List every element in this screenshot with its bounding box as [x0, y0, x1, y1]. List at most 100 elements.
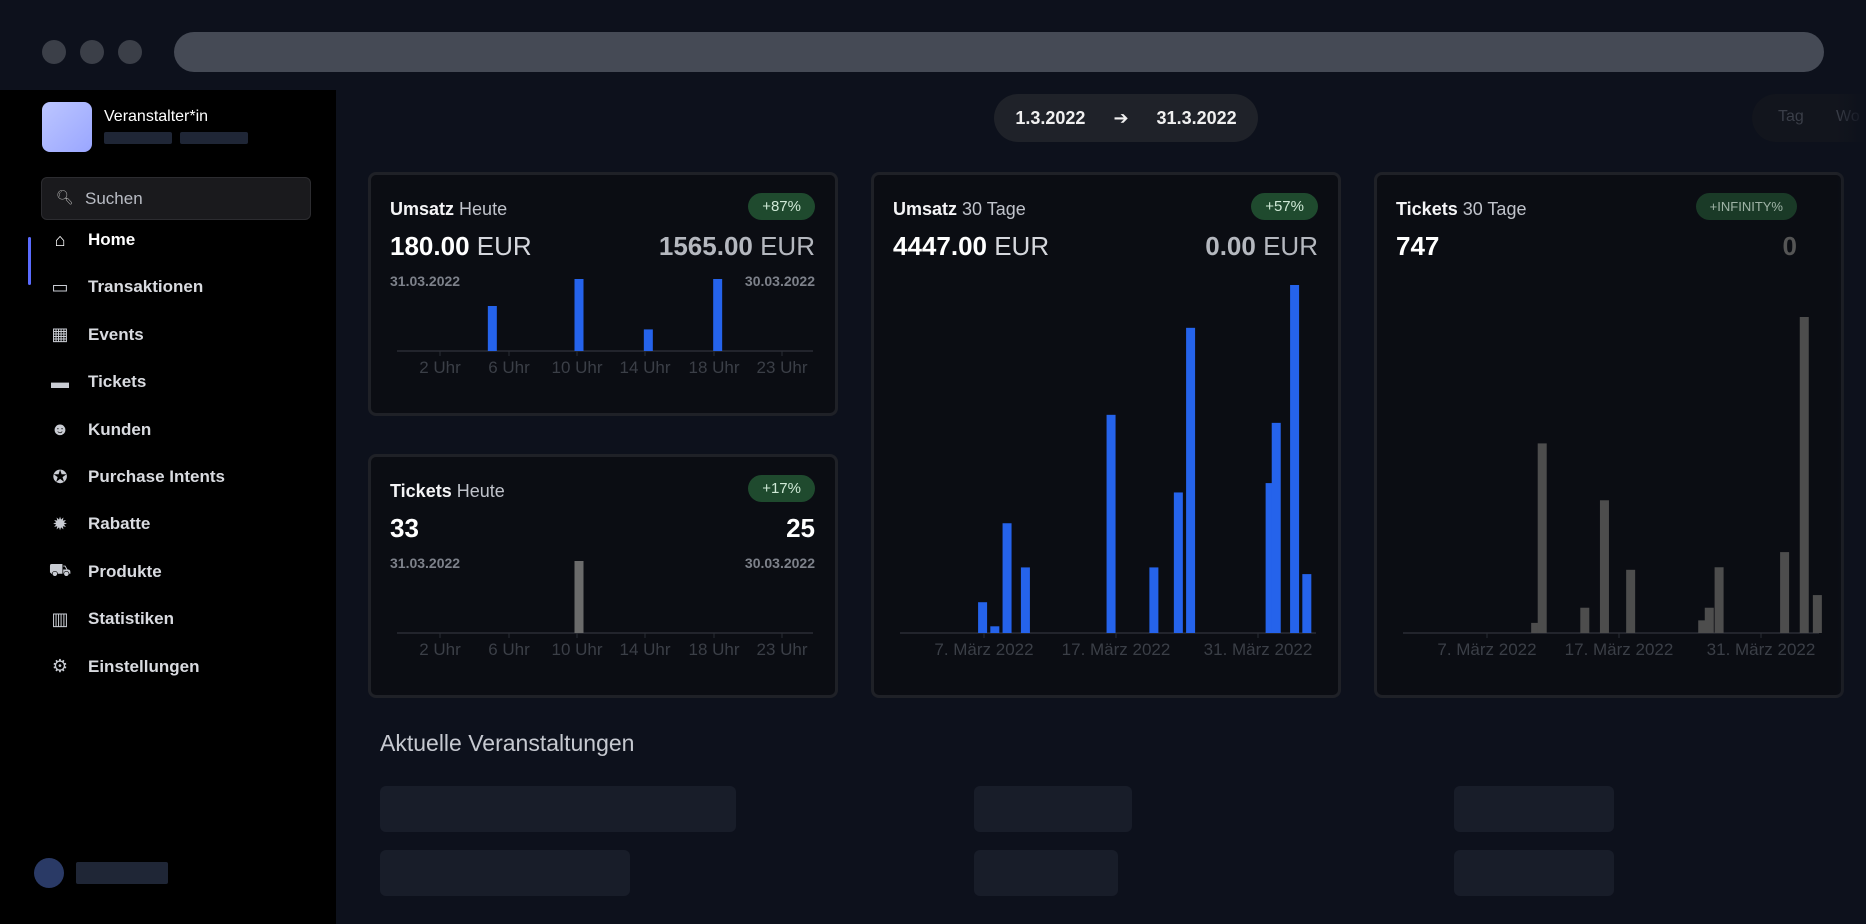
- sidebar-item-transaktionen[interactable]: ▭ Transaktionen: [28, 265, 318, 309]
- x-tick-label: 18 Uhr: [688, 358, 739, 377]
- card-tickets-heute[interactable]: Tickets Heute +17% 33 25 31.03.2022 30.0…: [368, 454, 838, 698]
- change-badge: +87%: [748, 193, 815, 220]
- close-window-button[interactable]: [42, 40, 66, 64]
- sidebar-item-label: Statistiken: [88, 609, 174, 629]
- event-skeleton: [974, 850, 1118, 896]
- event-skeleton: [1454, 850, 1614, 896]
- current-value: 4447.00 EUR: [893, 231, 1050, 261]
- tickets-heute-chart: 2 Uhr 6 Uhr 10 Uhr 14 Uhr 18 Uhr 23 Uhr: [397, 561, 813, 659]
- sidebar-item-label: Einstellungen: [88, 656, 200, 676]
- chart-bar[interactable]: [978, 602, 988, 633]
- ticket-icon: ▬: [51, 371, 69, 392]
- chart-bar[interactable]: [1106, 414, 1116, 633]
- sidebar-item-kunden[interactable]: ☻ Kunden: [28, 408, 318, 452]
- chart-bar[interactable]: [1302, 574, 1312, 633]
- title-bar: [0, 0, 1866, 90]
- previous-value: 1565.00 EUR: [658, 231, 815, 261]
- current-date: 31.03.2022: [390, 555, 461, 571]
- chart-bar[interactable]: [1812, 595, 1822, 633]
- previous-date: 30.03.2022: [744, 555, 815, 571]
- x-tick-label: 23 Uhr: [756, 640, 807, 659]
- x-tick-label: 2 Uhr: [419, 358, 461, 377]
- sidebar-item-events[interactable]: ▦ Events: [28, 313, 318, 357]
- chart-bar[interactable]: [1714, 567, 1724, 633]
- discount-icon: ✹: [52, 513, 68, 534]
- cart-icon: ⛟: [48, 559, 72, 580]
- sidebar-item-tickets[interactable]: ▬ Tickets: [28, 360, 318, 404]
- x-tick-label: 10 Uhr: [551, 640, 602, 659]
- chart-bar[interactable]: [1626, 569, 1636, 633]
- minimize-window-button[interactable]: [80, 40, 104, 64]
- x-tick-label: 18 Uhr: [688, 640, 739, 659]
- sidebar-item-produkte[interactable]: ⛟ Produkte: [28, 550, 318, 594]
- chart-bar[interactable]: [1704, 607, 1714, 633]
- sidebar-item-label: Produkte: [88, 561, 162, 581]
- sidebar-item-home[interactable]: ⌂ Home: [28, 218, 318, 262]
- sidebar-item-purchase-intents[interactable]: ✪ Purchase Intents: [28, 455, 318, 499]
- user-name-placeholder[interactable]: [76, 862, 168, 884]
- chart-bar[interactable]: [1186, 327, 1196, 633]
- period-switch[interactable]: Tag Wo: [1752, 94, 1866, 142]
- chart-bar[interactable]: [1698, 620, 1708, 633]
- chart-bar[interactable]: [574, 561, 584, 633]
- card-umsatz-heute[interactable]: Umsatz Heute +87% 180.00 EUR 1565.00 EUR…: [368, 172, 838, 416]
- x-tick-label: 31. März 2022: [1707, 640, 1816, 659]
- chart-bar[interactable]: [990, 626, 1000, 633]
- change-badge: +INFINITY%: [1695, 193, 1797, 220]
- change-badge: +17%: [748, 475, 815, 502]
- period-tag-option[interactable]: Tag: [1778, 108, 1804, 125]
- search-box[interactable]: 🔍︎: [41, 177, 311, 220]
- chart-bar[interactable]: [1173, 492, 1183, 633]
- chart-bar[interactable]: [643, 329, 653, 351]
- sidebar-item-label: Transaktionen: [88, 277, 204, 297]
- x-tick-label: 2 Uhr: [419, 640, 461, 659]
- chart-bar[interactable]: [1537, 443, 1547, 633]
- chart-bar[interactable]: [1265, 483, 1275, 633]
- chart-bar[interactable]: [574, 279, 584, 351]
- search-input[interactable]: [85, 187, 295, 211]
- date-range-picker[interactable]: 1.3.2022 ➔ 31.3.2022: [994, 94, 1258, 142]
- umsatz-heute-chart: 2 Uhr 6 Uhr 10 Uhr 14 Uhr 18 Uhr 23 Uhr: [397, 279, 813, 377]
- chart-bar[interactable]: [1002, 523, 1012, 633]
- chart-bar[interactable]: [1290, 285, 1300, 633]
- chart-bar[interactable]: [1580, 607, 1590, 633]
- arrow-right-icon: ➔: [1113, 107, 1129, 128]
- users-icon: ☻: [50, 419, 70, 440]
- chart-bar[interactable]: [1599, 500, 1609, 633]
- x-tick-label: 17. März 2022: [1565, 640, 1674, 659]
- org-subtitle-placeholder: [104, 132, 172, 144]
- home-icon: ⌂: [54, 229, 66, 250]
- active-nav-indicator: [28, 237, 31, 285]
- chart-bar[interactable]: [1020, 567, 1030, 633]
- sidebar-item-rabatte[interactable]: ✹ Rabatte: [28, 502, 318, 546]
- chart-bar[interactable]: [713, 279, 723, 351]
- user-avatar[interactable]: [34, 858, 64, 888]
- period-week-option[interactable]: Wo: [1836, 108, 1860, 125]
- chart-bar[interactable]: [1271, 422, 1281, 633]
- award-icon: ✪: [52, 466, 68, 487]
- card-tickets-30-tage[interactable]: Tickets 30 Tage +INFINITY% 747 0 7. März…: [1374, 172, 1844, 698]
- chart-bar[interactable]: [1780, 552, 1790, 633]
- address-bar[interactable]: [174, 32, 1824, 72]
- sidebar-item-statistiken[interactable]: ▥ Statistiken: [28, 597, 318, 641]
- chart-bar[interactable]: [1799, 317, 1809, 633]
- org-subtitle-placeholder: [180, 132, 248, 144]
- sidebar-item-einstellungen[interactable]: ⚙ Einstellungen: [28, 645, 318, 689]
- previous-value: 25: [786, 513, 815, 543]
- card-title: Umsatz Heute: [390, 199, 508, 219]
- x-tick-label: 10 Uhr: [551, 358, 602, 377]
- org-name: Veranstalter*in: [104, 108, 209, 125]
- card-umsatz-30-tage[interactable]: Umsatz 30 Tage +57% 4447.00 EUR 0.00 EUR…: [871, 172, 1341, 698]
- sidebar-item-label: Events: [88, 324, 144, 344]
- previous-value: 0.00 EUR: [1205, 231, 1318, 261]
- change-badge: +57%: [1251, 193, 1318, 220]
- org-avatar[interactable]: [42, 102, 92, 152]
- x-tick-label: 23 Uhr: [756, 358, 807, 377]
- x-tick-label: 7. März 2022: [934, 640, 1033, 659]
- chart-bar[interactable]: [1149, 567, 1159, 633]
- chart-bar[interactable]: [487, 306, 497, 351]
- chart-bar[interactable]: [1531, 622, 1541, 633]
- maximize-window-button[interactable]: [118, 40, 142, 64]
- date-to: 31.3.2022: [1156, 107, 1237, 128]
